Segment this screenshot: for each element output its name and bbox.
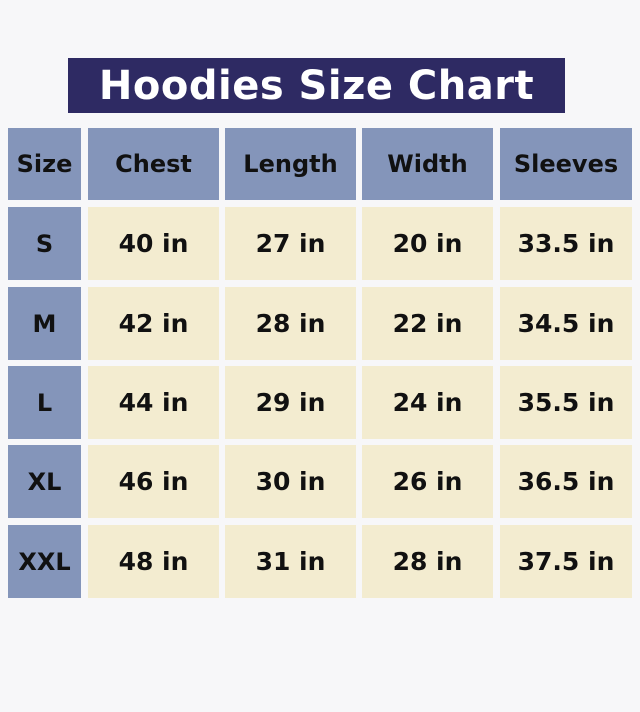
cell-length: 31 in [225, 525, 356, 598]
cell-width: 28 in [362, 525, 493, 598]
cell-length: 30 in [225, 445, 356, 518]
cell-chest: 48 in [88, 525, 219, 598]
cell-sleeves: 37.5 in [500, 525, 632, 598]
cell-length: 28 in [225, 287, 356, 360]
header-chest: Chest [88, 128, 219, 200]
cell-size: XL [8, 445, 81, 518]
cell-chest: 44 in [88, 366, 219, 439]
cell-sleeves: 34.5 in [500, 287, 632, 360]
chart-title: Hoodies Size Chart [68, 58, 565, 113]
cell-sleeves: 33.5 in [500, 207, 632, 280]
cell-size: L [8, 366, 81, 439]
cell-chest: 42 in [88, 287, 219, 360]
cell-sleeves: 36.5 in [500, 445, 632, 518]
cell-size: M [8, 287, 81, 360]
header-size: Size [8, 128, 81, 200]
cell-chest: 46 in [88, 445, 219, 518]
header-sleeves: Sleeves [500, 128, 632, 200]
cell-chest: 40 in [88, 207, 219, 280]
header-length: Length [225, 128, 356, 200]
cell-length: 29 in [225, 366, 356, 439]
cell-size: XXL [8, 525, 81, 598]
cell-sleeves: 35.5 in [500, 366, 632, 439]
header-width: Width [362, 128, 493, 200]
cell-width: 24 in [362, 366, 493, 439]
cell-width: 26 in [362, 445, 493, 518]
cell-width: 22 in [362, 287, 493, 360]
cell-width: 20 in [362, 207, 493, 280]
cell-size: S [8, 207, 81, 280]
cell-length: 27 in [225, 207, 356, 280]
